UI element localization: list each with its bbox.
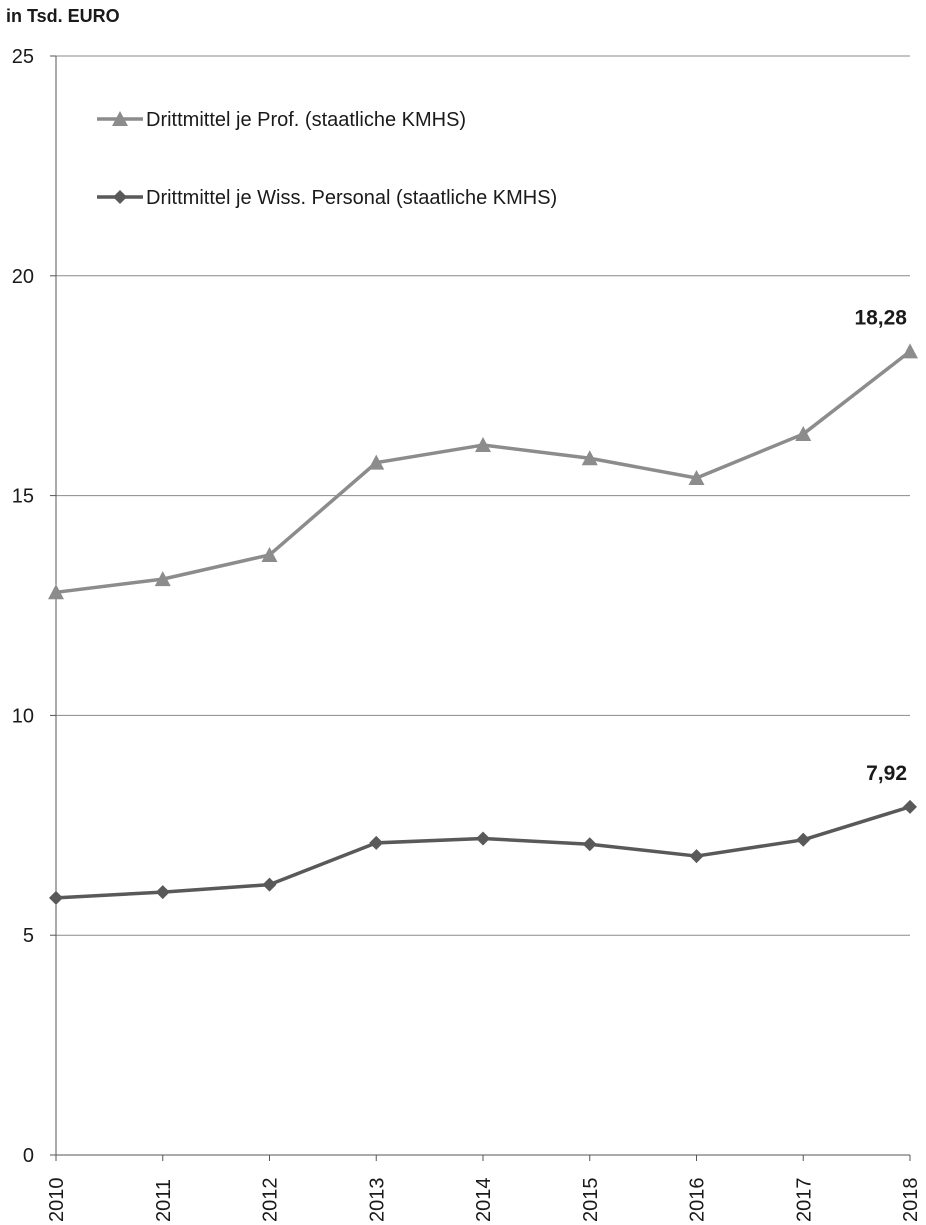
legend-label: Drittmittel je Wiss. Personal (staatlich… bbox=[146, 187, 557, 209]
legend-item: Drittmittel je Wiss. Personal (staatlich… bbox=[97, 187, 557, 209]
x-tick-label: 2015 bbox=[580, 1178, 602, 1223]
series-1: 18,28 bbox=[48, 306, 918, 600]
x-tick-label: 2010 bbox=[46, 1178, 68, 1223]
y-tick-label: 0 bbox=[23, 1145, 34, 1167]
x-tick-label: 2016 bbox=[687, 1178, 709, 1223]
series-line bbox=[55, 805, 911, 900]
data-point bbox=[902, 343, 918, 359]
x-axis-ticks: 2010 2011 2012 2013 2014 2015 2016 2017 2018 bbox=[46, 1155, 922, 1222]
data-point bbox=[795, 426, 812, 442]
data-point bbox=[155, 885, 170, 900]
x-tick-label: 2018 bbox=[900, 1178, 922, 1223]
data-point bbox=[262, 877, 277, 892]
data-point bbox=[476, 831, 490, 846]
data-point bbox=[368, 454, 385, 470]
data-label: 18,28 bbox=[854, 306, 907, 329]
data-point bbox=[369, 835, 384, 850]
data-label: 7,92 bbox=[866, 762, 907, 785]
y-tick-label: 10 bbox=[12, 705, 34, 727]
y-tick-label: 15 bbox=[12, 486, 34, 508]
data-point bbox=[261, 546, 278, 562]
legend-label: Drittmittel je Prof. (staatliche KMHS) bbox=[146, 109, 466, 131]
data-point bbox=[903, 799, 917, 814]
y-axis-unit-label: in Tsd. EURO bbox=[6, 6, 120, 26]
legend-item: Drittmittel je Prof. (staatliche KMHS) bbox=[97, 109, 466, 131]
y-axis-ticks: 0 5 10 15 20 25 bbox=[12, 46, 56, 1167]
data-point bbox=[689, 849, 704, 864]
x-tick-label: 2014 bbox=[473, 1178, 495, 1223]
axes bbox=[55, 56, 910, 1156]
series-group: 18,28 7,92 bbox=[48, 306, 918, 905]
y-tick-label: 20 bbox=[12, 266, 34, 288]
x-tick-label: 2011 bbox=[153, 1179, 175, 1222]
data-point bbox=[154, 571, 171, 587]
data-point bbox=[582, 837, 597, 852]
data-point bbox=[581, 450, 598, 466]
legend: Drittmittel je Prof. (staatliche KMHS) Dr… bbox=[97, 109, 557, 209]
data-point bbox=[49, 890, 63, 905]
y-tick-label: 5 bbox=[23, 925, 34, 947]
series-2: 7,92 bbox=[49, 762, 917, 905]
legend-marker bbox=[113, 190, 127, 204]
series-line bbox=[55, 350, 912, 595]
y-tick-label: 25 bbox=[12, 46, 34, 68]
gridlines bbox=[56, 55, 910, 936]
data-point bbox=[688, 470, 705, 486]
legend-marker bbox=[112, 111, 128, 126]
data-point bbox=[48, 584, 64, 600]
data-point bbox=[796, 832, 811, 847]
data-point bbox=[475, 437, 491, 453]
x-tick-label: 2012 bbox=[260, 1178, 282, 1223]
x-tick-label: 2013 bbox=[366, 1178, 388, 1223]
x-tick-label: 2017 bbox=[793, 1178, 815, 1223]
